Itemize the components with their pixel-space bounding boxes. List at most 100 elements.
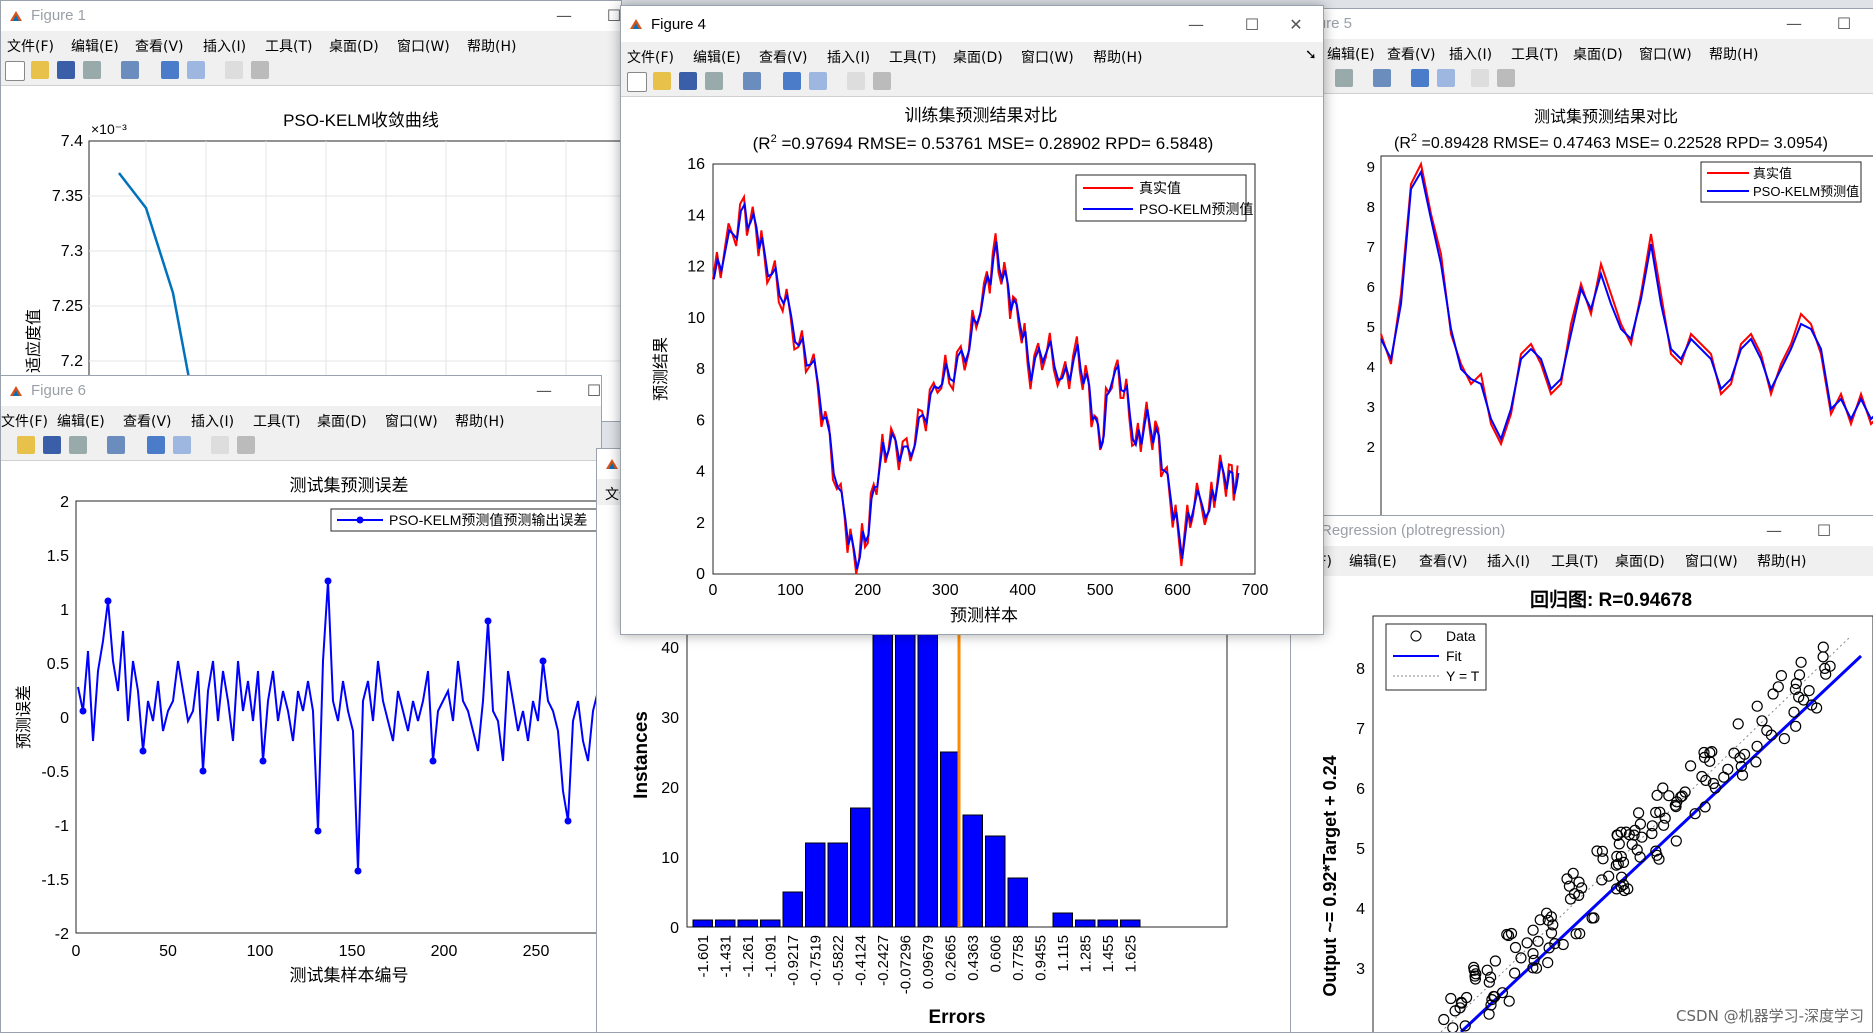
minimize-button[interactable]: — — [536, 381, 552, 400]
menu-insert[interactable]: 插入(I) — [203, 39, 247, 55]
menu-view[interactable]: 查看(V) — [759, 50, 808, 66]
link-plot-icon[interactable] — [1373, 69, 1391, 87]
menu-tools[interactable]: 工具(T) — [889, 50, 937, 66]
menu-edit[interactable]: 编辑(E) — [1327, 47, 1375, 63]
menu-window[interactable]: 窗口(W) — [1021, 50, 1074, 66]
close-button[interactable]: ✕ — [1289, 15, 1303, 34]
histogram-window[interactable]: 文件(F) 0 10 20 30 40 Instances -1.601-1.4… — [596, 448, 1298, 1033]
menu-edit[interactable]: 编辑(E) — [57, 414, 105, 430]
open-folder-icon[interactable] — [17, 436, 35, 454]
figure6-window[interactable]: Figure 6 — ☐ 文件(F) 编辑(E) 查看(V) 插入(I) 工具(… — [0, 375, 602, 1033]
colorbar-icon[interactable] — [1411, 69, 1429, 87]
figure5-titlebar[interactable]: Figure 5 — ☐ — [1321, 9, 1873, 39]
colorbar-icon[interactable] — [783, 72, 801, 90]
pointer-icon[interactable] — [225, 61, 243, 79]
menu-tools[interactable]: 工具(T) — [1551, 554, 1599, 570]
minimize-button[interactable]: — — [556, 6, 572, 25]
open-folder-icon[interactable] — [653, 72, 671, 90]
menu-window[interactable]: 窗口(W) — [1639, 47, 1692, 63]
menu-file[interactable]: 文件(F) — [1, 414, 48, 430]
menu-desktop[interactable]: 桌面(D) — [953, 50, 1003, 66]
save-icon[interactable] — [57, 61, 75, 79]
menu-tools[interactable]: 工具(T) — [253, 414, 301, 430]
histogram-bar — [850, 807, 871, 928]
link-plot-icon[interactable] — [121, 61, 139, 79]
print-icon[interactable] — [83, 61, 101, 79]
minimize-button[interactable]: — — [1766, 521, 1782, 540]
open-folder-icon[interactable] — [31, 61, 49, 79]
property-editor-icon[interactable] — [237, 436, 255, 454]
legend-icon[interactable] — [1437, 69, 1455, 87]
menu-edit[interactable]: 编辑(E) — [693, 50, 741, 66]
print-icon[interactable] — [69, 436, 87, 454]
menu-help[interactable]: 帮助(H) — [1709, 47, 1759, 63]
menu-insert[interactable]: 插入(I) — [827, 50, 871, 66]
maximize-button[interactable]: ☐ — [606, 6, 622, 25]
menu-help[interactable]: 帮助(H) — [467, 39, 517, 55]
link-plot-icon[interactable] — [743, 72, 761, 90]
pointer-icon[interactable] — [847, 72, 865, 90]
figure4-titlebar[interactable]: Figure 4 — ☐ ✕ — [621, 6, 1323, 42]
menu-view[interactable]: 查看(V) — [135, 39, 184, 55]
menu-insert[interactable]: 插入(I) — [191, 414, 235, 430]
menu-window[interactable]: 窗口(W) — [385, 414, 438, 430]
menu-view[interactable]: 查看(V) — [1387, 47, 1436, 63]
menu-help[interactable]: 帮助(H) — [1757, 554, 1807, 570]
figure5-window[interactable]: Figure 5 — ☐ 编辑(E) 查看(V) 插入(I) 工具(T) 桌面(… — [1320, 8, 1873, 530]
figure4-window[interactable]: Figure 4 — ☐ ✕ 文件(F) 编辑(E) 查看(V) 插入(I) 工… — [620, 5, 1324, 635]
print-icon[interactable] — [1335, 69, 1353, 87]
menu-desktop[interactable]: 桌面(D) — [1615, 554, 1665, 570]
regression-plot-area: 回归图: R=0.94678 8 7 6 5 4 3 Output ~= 0.9… — [1291, 576, 1873, 1032]
figure1-titlebar[interactable]: Figure 1 — ☐ — [1, 1, 621, 31]
figure6-titlebar[interactable]: Figure 6 — ☐ — [1, 376, 601, 406]
menu-desktop[interactable]: 桌面(D) — [317, 414, 367, 430]
colorbar-icon[interactable] — [147, 436, 165, 454]
menu-desktop[interactable]: 桌面(D) — [1573, 47, 1623, 63]
maximize-button[interactable]: ☐ — [1244, 15, 1260, 34]
regression-window[interactable]: Regression (plotregression) — ☐ 文件(F) 编辑… — [1290, 515, 1873, 1033]
figure1-window[interactable]: Figure 1 — ☐ 文件(F) 编辑(E) 查看(V) 插入(I) 工具(… — [0, 0, 622, 422]
minimize-button[interactable]: — — [1786, 14, 1802, 33]
menu-edit[interactable]: 编辑(E) — [71, 39, 119, 55]
menu-window[interactable]: 窗口(W) — [397, 39, 450, 55]
legend-icon[interactable] — [173, 436, 191, 454]
regression-titlebar[interactable]: Regression (plotregression) — ☐ — [1291, 516, 1873, 546]
test-compare-title: 测试集预测结果对比 — [1534, 108, 1678, 126]
pointer-icon[interactable] — [1471, 69, 1489, 87]
minimize-button[interactable]: — — [1188, 15, 1204, 34]
colorbar-icon[interactable] — [161, 61, 179, 79]
menu-desktop[interactable]: 桌面(D) — [329, 39, 379, 55]
figure5-plot-area: 测试集预测结果对比 (R2 =0.89428 RMSE= 0.47463 MSE… — [1321, 94, 1873, 529]
menu-view[interactable]: 查看(V) — [123, 414, 172, 430]
legend-icon[interactable] — [809, 72, 827, 90]
menu-file[interactable]: 文件(F) — [7, 39, 54, 55]
save-icon[interactable] — [43, 436, 61, 454]
save-icon[interactable] — [679, 72, 697, 90]
menu-overflow-icon[interactable]: ➘ — [1305, 47, 1317, 63]
legend-icon[interactable] — [187, 61, 205, 79]
data-point — [1505, 927, 1518, 940]
menu-view[interactable]: 查看(V) — [1419, 554, 1468, 570]
menu-edit[interactable]: 编辑(E) — [1349, 554, 1397, 570]
pointer-icon[interactable] — [211, 436, 229, 454]
menu-help[interactable]: 帮助(H) — [1093, 50, 1143, 66]
data-point — [1658, 819, 1670, 831]
property-editor-icon[interactable] — [251, 61, 269, 79]
menu-file[interactable]: 文件(F) — [627, 50, 674, 66]
maximize-button[interactable]: ☐ — [586, 381, 602, 400]
new-file-icon[interactable] — [5, 61, 25, 81]
menu-insert[interactable]: 插入(I) — [1487, 554, 1531, 570]
maximize-button[interactable]: ☐ — [1836, 14, 1852, 33]
maximize-button[interactable]: ☐ — [1816, 521, 1832, 540]
bin-label: 0.09679 — [920, 935, 937, 989]
property-editor-icon[interactable] — [873, 72, 891, 90]
property-editor-icon[interactable] — [1497, 69, 1515, 87]
menu-tools[interactable]: 工具(T) — [1511, 47, 1559, 63]
new-file-icon[interactable] — [627, 72, 647, 92]
print-icon[interactable] — [705, 72, 723, 90]
menu-window[interactable]: 窗口(W) — [1685, 554, 1738, 570]
link-plot-icon[interactable] — [107, 436, 125, 454]
menu-help[interactable]: 帮助(H) — [455, 414, 505, 430]
menu-tools[interactable]: 工具(T) — [265, 39, 313, 55]
menu-insert[interactable]: 插入(I) — [1449, 47, 1493, 63]
